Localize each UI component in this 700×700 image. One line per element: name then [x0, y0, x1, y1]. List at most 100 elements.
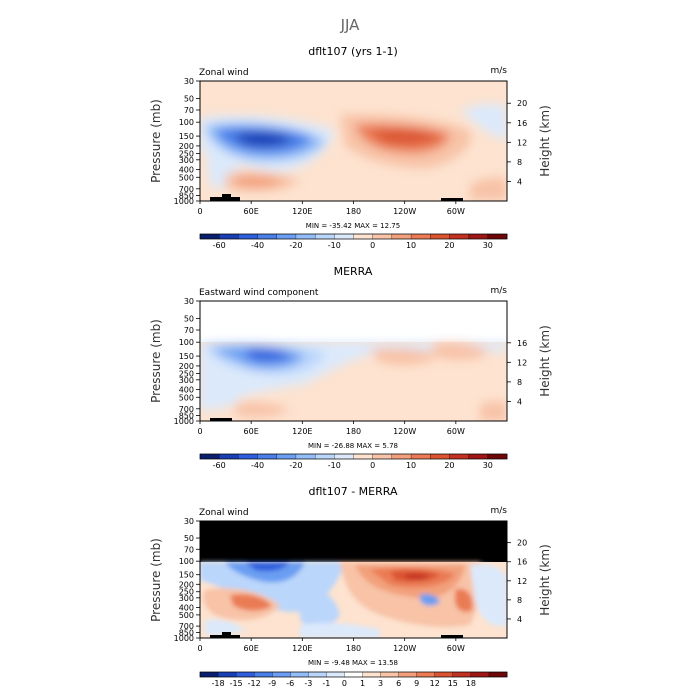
colorbar: -18 -15 -12 -9 -6 -3 -1 0 1 3 6 9 12 15 18 — [199, 671, 508, 688]
contour-neg-low-left — [205, 619, 245, 636]
y-right-tick-label: 12 — [517, 358, 527, 367]
y-tick-label: 700 — [179, 405, 194, 414]
panel-subtitle: Eastward wind component — [199, 288, 319, 298]
panel-units: m/s — [491, 506, 508, 516]
colorbar-label: -60 — [213, 241, 226, 250]
colorbar-swatch — [391, 233, 412, 240]
colorbar-swatch — [410, 233, 431, 240]
colorbar-swatch — [314, 453, 335, 460]
y-axis-label: Pressure (mb) — [149, 319, 163, 403]
contour-neg-strong — [245, 562, 290, 572]
contour-neg-lower — [200, 379, 240, 410]
x-tick-label: 180 — [346, 644, 361, 653]
colorbar: -60 -40 -20 -10 0 10 20 30 — [199, 453, 508, 470]
y-tick-label: 200 — [179, 580, 194, 589]
x-tick-label: 120W — [393, 207, 416, 216]
panel-title: dflt107 (yrs 1-1) — [308, 45, 398, 58]
page-title: JJA — [340, 16, 361, 34]
panel-dflt107: dflt107 (yrs 1-1) Zonal wind m/s — [149, 45, 552, 250]
contour-pos-right — [470, 177, 507, 200]
colorbar-swatch — [290, 671, 309, 678]
y-right-tick-label: 16 — [517, 558, 527, 567]
colorbar-label: -3 — [304, 679, 312, 688]
longitude-axis: 0 60E 120E 180 120W 60W — [197, 421, 465, 436]
colorbar-frame — [199, 233, 508, 240]
colorbar-swatch — [353, 453, 374, 460]
y-right-tick-label: 20 — [517, 539, 527, 548]
colorbar-swatch — [235, 671, 255, 678]
contour-neg-low-level — [300, 622, 380, 638]
contour-field — [200, 81, 507, 201]
y-tick-label: 250 — [179, 370, 194, 379]
y-tick-label: 850 — [179, 191, 194, 200]
colorbar-swatch — [391, 453, 412, 460]
contour-neg-core — [235, 132, 292, 147]
y-right-tick-label: 8 — [517, 596, 522, 605]
y-tick-label: 400 — [179, 386, 194, 395]
colorbar-swatch — [344, 671, 363, 678]
topography — [441, 635, 463, 638]
y-tick-label: 1000 — [174, 634, 194, 643]
colorbar-label: 1 — [360, 679, 365, 688]
colorbar-swatch — [430, 453, 450, 460]
y-tick-label: 50 — [184, 534, 194, 543]
colorbar-swatch — [470, 671, 490, 678]
contour-pos-mid — [230, 594, 272, 611]
colorbar-swatch — [449, 233, 469, 240]
colorbar-swatch — [468, 453, 489, 460]
x-tick-label: 60W — [447, 644, 465, 653]
contour-field — [200, 301, 507, 421]
colorbar-swatch — [308, 671, 327, 678]
colorbar-swatch — [295, 453, 316, 460]
height-axis: 4 8 12 16 20 — [507, 539, 527, 624]
colorbar-swatch — [488, 671, 508, 678]
panel-units: m/s — [491, 286, 508, 296]
y-tick-label: 150 — [179, 132, 194, 141]
y-tick-label: 250 — [179, 150, 194, 159]
y-tick-label: 850 — [179, 411, 194, 420]
colorbar-swatch — [416, 671, 436, 678]
colorbar-swatch — [334, 453, 354, 460]
colorbar-swatch — [372, 453, 393, 460]
stats-text: MIN = -35.42 MAX = 12.75 — [306, 222, 400, 230]
colorbar-swatch — [452, 671, 472, 678]
stats-text: MIN = -26.88 MAX = 5.78 — [308, 442, 398, 450]
y-right-tick-label: 8 — [517, 378, 522, 387]
y-tick-label: 1000 — [174, 417, 194, 426]
colorbar-label: 30 — [483, 241, 493, 250]
colorbar-label: 6 — [396, 679, 401, 688]
y-tick-label: 100 — [179, 118, 194, 127]
y-tick-label: 700 — [179, 622, 194, 631]
colorbar-swatch — [199, 233, 220, 240]
contour-neg-mid — [225, 562, 305, 583]
colorbar-swatch — [380, 671, 399, 678]
panel-units: m/s — [491, 66, 508, 76]
colorbar-label: -12 — [248, 679, 261, 688]
colorbar-swatch — [199, 671, 219, 678]
contour-field — [200, 521, 507, 638]
colorbar-swatch — [372, 233, 393, 240]
colorbar-label: 18 — [466, 679, 476, 688]
colorbar-swatch — [217, 671, 237, 678]
colorbar-label: 20 — [444, 241, 454, 250]
colorbar-swatch — [398, 671, 418, 678]
y-tick-label: 500 — [179, 173, 194, 182]
contour-pos-right — [480, 401, 507, 421]
colorbar-label: 10 — [406, 461, 416, 470]
x-tick-label: 120E — [292, 644, 312, 653]
colorbar-swatch — [276, 233, 297, 240]
colorbar-label: -9 — [268, 679, 276, 688]
y-tick-label: 50 — [184, 314, 194, 323]
y-tick-label: 70 — [184, 106, 194, 115]
colorbar-swatch — [238, 453, 258, 460]
masked-region — [200, 521, 507, 562]
y-right-tick-label: 16 — [517, 339, 527, 348]
x-tick-label: 180 — [346, 427, 361, 436]
colorbar-swatch — [468, 233, 489, 240]
x-tick-label: 120E — [292, 207, 312, 216]
y-axis-label: Pressure (mb) — [149, 538, 163, 622]
colorbar-label: -6 — [286, 679, 294, 688]
x-tick-label: 120W — [393, 427, 416, 436]
panel-subtitle: Zonal wind — [199, 508, 249, 518]
